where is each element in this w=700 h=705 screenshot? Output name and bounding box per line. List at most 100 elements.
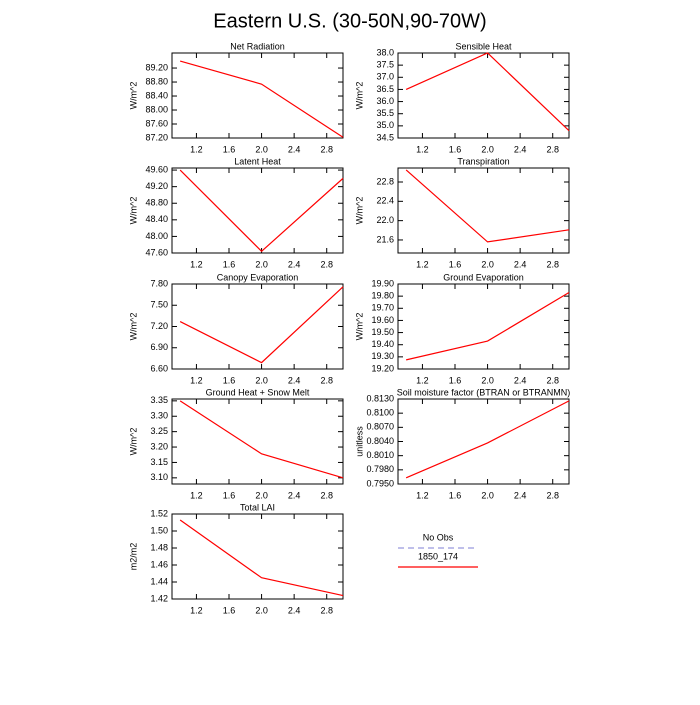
y-tick-label: 22.0	[376, 215, 394, 225]
y-tick-label: 3.30	[150, 411, 168, 421]
panel-title: Soil moisture factor (BTRAN or BTRANMN)	[397, 387, 571, 397]
x-tick-label: 2.4	[514, 259, 527, 269]
x-tick-label: 1.6	[449, 375, 462, 385]
x-tick-label: 2.0	[255, 605, 268, 615]
series-line	[406, 291, 570, 361]
y-tick-label: 87.60	[145, 118, 168, 128]
x-tick-label: 2.0	[255, 259, 268, 269]
y-tick-label: 6.60	[150, 363, 168, 373]
x-tick-label: 2.8	[546, 144, 559, 154]
y-tick-label: 1.52	[150, 508, 168, 518]
plot-frame	[171, 167, 344, 254]
y-tick-label: 19.40	[371, 339, 394, 349]
x-tick-label: 2.8	[546, 259, 559, 269]
y-tick-label: 0.8040	[366, 436, 394, 446]
y-tick-label: 1.46	[150, 559, 168, 569]
x-tick-label: 2.8	[320, 375, 333, 385]
y-axis-label: W/m^2	[128, 428, 138, 456]
series-line	[179, 519, 344, 597]
x-tick-label: 2.0	[481, 490, 494, 500]
x-tick-label: 2.0	[481, 375, 494, 385]
x-tick-label: 2.4	[288, 490, 301, 500]
y-tick-label: 3.10	[150, 472, 168, 482]
y-tick-label: 19.30	[371, 351, 394, 361]
y-tick-label: 19.70	[371, 303, 394, 313]
x-tick-label: 2.4	[288, 144, 301, 154]
y-tick-label: 36.5	[376, 84, 394, 94]
x-tick-label: 1.2	[416, 144, 429, 154]
y-tick-label: 1.42	[150, 593, 168, 603]
x-tick-label: 1.6	[449, 490, 462, 500]
x-tick-label: 2.4	[514, 490, 527, 500]
y-tick-label: 49.60	[145, 164, 168, 174]
y-tick-label: 0.8100	[366, 408, 394, 418]
y-tick-label: 47.60	[145, 247, 168, 257]
x-tick-label: 2.8	[320, 605, 333, 615]
series-line	[179, 286, 344, 364]
plot-frame	[397, 167, 570, 254]
y-tick-label: 0.8070	[366, 422, 394, 432]
x-tick-label: 1.2	[190, 375, 203, 385]
y-tick-label: 19.80	[371, 291, 394, 301]
y-axis-label: W/m^2	[128, 313, 138, 341]
x-tick-label: 2.4	[288, 375, 301, 385]
series-line	[179, 60, 344, 138]
y-tick-label: 35.5	[376, 108, 394, 118]
legend-label: No Obs	[423, 532, 454, 542]
x-tick-label: 1.2	[190, 259, 203, 269]
plot-frame	[171, 513, 344, 600]
y-tick-label: 38.0	[376, 47, 394, 57]
x-tick-label: 2.8	[546, 490, 559, 500]
x-tick-label: 2.8	[546, 375, 559, 385]
plot-frame	[171, 283, 344, 370]
y-tick-label: 36.0	[376, 96, 394, 106]
y-axis-label: W/m^2	[128, 82, 138, 110]
y-tick-label: 19.90	[371, 278, 394, 288]
y-tick-label: 35.0	[376, 120, 394, 130]
y-axis-label: W/m^2	[128, 197, 138, 225]
y-tick-label: 49.20	[145, 181, 168, 191]
x-tick-label: 1.2	[190, 605, 203, 615]
x-tick-label: 1.2	[190, 490, 203, 500]
y-axis-label: m2/m2	[128, 543, 138, 571]
main-title: Eastern U.S. (30-50N,90-70W)	[213, 10, 486, 32]
y-tick-label: 1.44	[150, 576, 168, 586]
series-line	[405, 400, 570, 479]
y-axis-label: W/m^2	[354, 82, 364, 110]
x-tick-label: 2.0	[255, 490, 268, 500]
y-tick-label: 0.7980	[366, 464, 394, 474]
x-tick-label: 2.0	[481, 144, 494, 154]
panel-title: Latent Heat	[234, 156, 281, 166]
series-line	[405, 169, 570, 243]
plot-frame	[397, 283, 570, 370]
series-line	[179, 400, 344, 479]
plot-frame	[171, 398, 344, 485]
x-tick-label: 2.0	[255, 375, 268, 385]
x-tick-label: 1.6	[223, 490, 236, 500]
y-tick-label: 0.8130	[366, 393, 394, 403]
x-tick-label: 1.6	[449, 144, 462, 154]
legend-label: 1850_174	[418, 551, 458, 561]
y-tick-label: 88.40	[145, 90, 168, 100]
y-tick-label: 19.50	[371, 327, 394, 337]
y-tick-label: 0.7950	[366, 478, 394, 488]
y-tick-label: 3.20	[150, 441, 168, 451]
x-tick-label: 2.4	[288, 259, 301, 269]
x-tick-label: 2.4	[514, 375, 527, 385]
y-tick-label: 37.0	[376, 72, 394, 82]
y-tick-label: 19.60	[371, 315, 394, 325]
y-tick-label: 34.5	[376, 132, 394, 142]
x-tick-label: 1.6	[223, 144, 236, 154]
plot-frame	[397, 52, 570, 139]
y-tick-label: 19.20	[371, 363, 394, 373]
y-tick-label: 88.00	[145, 104, 168, 114]
y-axis-label: W/m^2	[354, 313, 364, 341]
panel-title: Ground Heat + Snow Melt	[206, 387, 310, 397]
y-tick-label: 21.6	[376, 234, 394, 244]
x-tick-label: 1.6	[223, 605, 236, 615]
x-tick-label: 2.4	[288, 605, 301, 615]
y-tick-label: 3.25	[150, 426, 168, 436]
y-tick-label: 22.4	[376, 196, 394, 206]
y-tick-label: 7.20	[150, 321, 168, 331]
